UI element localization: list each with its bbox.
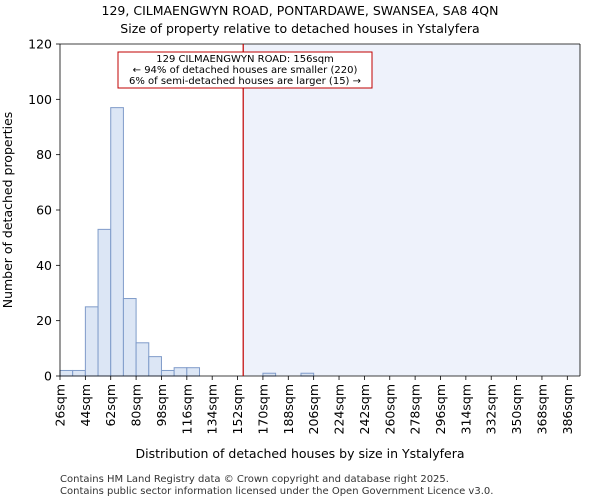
footer-line-1: Contains HM Land Registry data © Crown c… bbox=[60, 474, 449, 485]
x-tick-label: 134sqm bbox=[205, 384, 220, 434]
x-tick-label: 80sqm bbox=[129, 384, 144, 427]
y-axis-label: Number of detached properties bbox=[0, 112, 15, 309]
histogram-bar bbox=[84, 306, 99, 377]
x-tick-label: 242sqm bbox=[357, 384, 372, 434]
y-tick-label: 80 bbox=[36, 147, 52, 162]
histogram-bar bbox=[300, 372, 315, 377]
x-tick-label: 116sqm bbox=[179, 384, 194, 434]
x-tick-label: 62sqm bbox=[103, 384, 118, 427]
histogram-bar bbox=[262, 372, 277, 377]
annotation-box bbox=[117, 51, 373, 89]
chart-title: 129, CILMAENGWYN ROAD, PONTARDAWE, SWANS… bbox=[102, 3, 499, 18]
x-tick-label: 188sqm bbox=[281, 384, 296, 434]
histogram-bar bbox=[72, 369, 86, 377]
x-tick-label: 332sqm bbox=[484, 384, 499, 434]
x-tick-label: 224sqm bbox=[332, 384, 347, 434]
annotation-line: 129 CILMAENGWYN ROAD: 156sqm bbox=[156, 54, 334, 65]
highlight-region bbox=[243, 44, 581, 376]
annotation-line: 6% of semi-detached houses are larger (1… bbox=[129, 76, 361, 87]
y-tick-label: 20 bbox=[36, 313, 52, 328]
y-tick-label: 120 bbox=[28, 37, 52, 52]
x-tick-label: 44sqm bbox=[78, 384, 93, 427]
y-tick-label: 40 bbox=[36, 258, 52, 273]
histogram-bar bbox=[122, 298, 137, 377]
chart-subtitle: Size of property relative to detached ho… bbox=[120, 21, 479, 36]
footer-line-2: Contains public sector information licen… bbox=[60, 486, 493, 497]
histogram-bar bbox=[186, 367, 201, 377]
x-tick-label: 26sqm bbox=[53, 384, 68, 427]
x-tick-label: 368sqm bbox=[534, 384, 549, 434]
histogram-bar bbox=[173, 367, 188, 377]
plot-area: 0 20 40 60 80 100 120 26sqm 44sqm 62sqm 80sqm 98sqm… bbox=[28, 37, 581, 434]
x-tick-label: 98sqm bbox=[154, 384, 169, 427]
x-tick-label: 350sqm bbox=[509, 384, 524, 434]
histogram-bar bbox=[160, 369, 175, 377]
x-tick-label: 152sqm bbox=[230, 384, 245, 434]
x-tick-label: 314sqm bbox=[458, 384, 473, 434]
y-tick-label: 100 bbox=[28, 92, 52, 107]
histogram-bar bbox=[97, 228, 112, 377]
x-tick-label: 386sqm bbox=[560, 384, 575, 434]
annotation-line: ← 94% of detached houses are smaller (22… bbox=[133, 65, 358, 76]
x-tick-label: 170sqm bbox=[255, 384, 270, 434]
x-tick-label: 260sqm bbox=[382, 384, 397, 434]
histogram-bar bbox=[135, 342, 150, 377]
histogram-bar bbox=[110, 107, 124, 377]
histogram-bar bbox=[148, 356, 162, 377]
histogram-bar bbox=[59, 369, 74, 377]
y-tick-label: 60 bbox=[36, 203, 52, 218]
x-tick-label: 296sqm bbox=[433, 384, 448, 434]
x-tick-label: 278sqm bbox=[408, 384, 423, 434]
x-tick-label: 206sqm bbox=[306, 384, 321, 434]
y-tick-label: 0 bbox=[44, 369, 52, 384]
x-axis-label: Distribution of detached houses by size … bbox=[135, 446, 464, 461]
